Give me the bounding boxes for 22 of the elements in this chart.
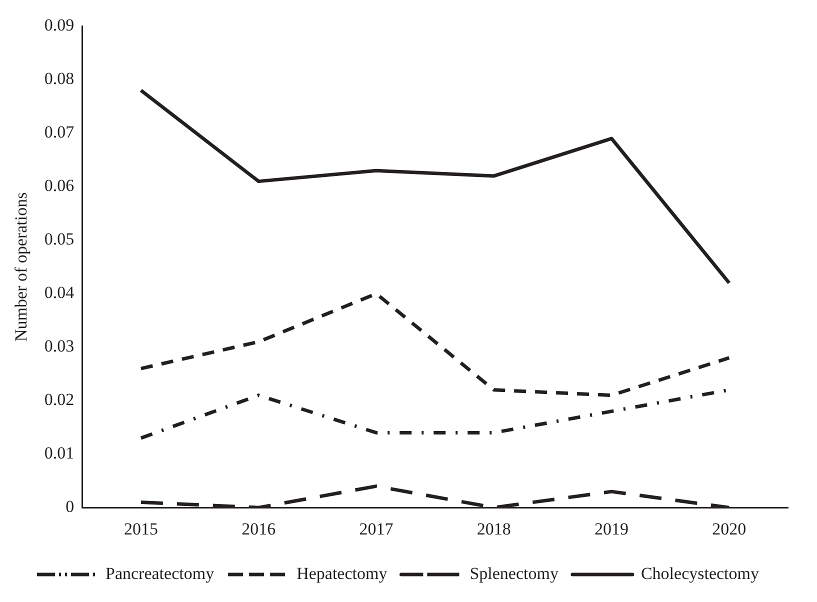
y-tick-label: 0.05 <box>44 230 74 249</box>
legend-label: Cholecystectomy <box>640 564 760 583</box>
legend-label: Splenectomy <box>470 564 559 583</box>
y-tick-label: 0.01 <box>44 444 74 463</box>
x-tick-label: 2015 <box>124 519 158 538</box>
y-tick-label: 0.03 <box>44 336 74 356</box>
y-tick-label: 0.06 <box>44 176 74 196</box>
y-tick-label: 0.09 <box>44 16 74 35</box>
y-tick-label: 0 <box>66 497 74 516</box>
y-tick-label: 0.07 <box>44 122 75 142</box>
x-tick-label: 2020 <box>712 519 746 538</box>
y-tick-label: 0.02 <box>44 390 74 410</box>
x-tick-label: 2019 <box>594 519 629 538</box>
y-tick-label: 0.08 <box>44 69 74 88</box>
y-tick-label: 0.04 <box>44 283 75 302</box>
legend-label: Hepatectomy <box>296 564 388 583</box>
y-axis-title: Number of operations <box>12 192 31 342</box>
legend-label: Pancreatectomy <box>106 564 215 583</box>
x-tick-label: 2016 <box>242 519 276 538</box>
line-series <box>139 292 731 398</box>
x-tick-label: 2018 <box>476 519 511 538</box>
x-tick-label: 2017 <box>359 519 394 538</box>
